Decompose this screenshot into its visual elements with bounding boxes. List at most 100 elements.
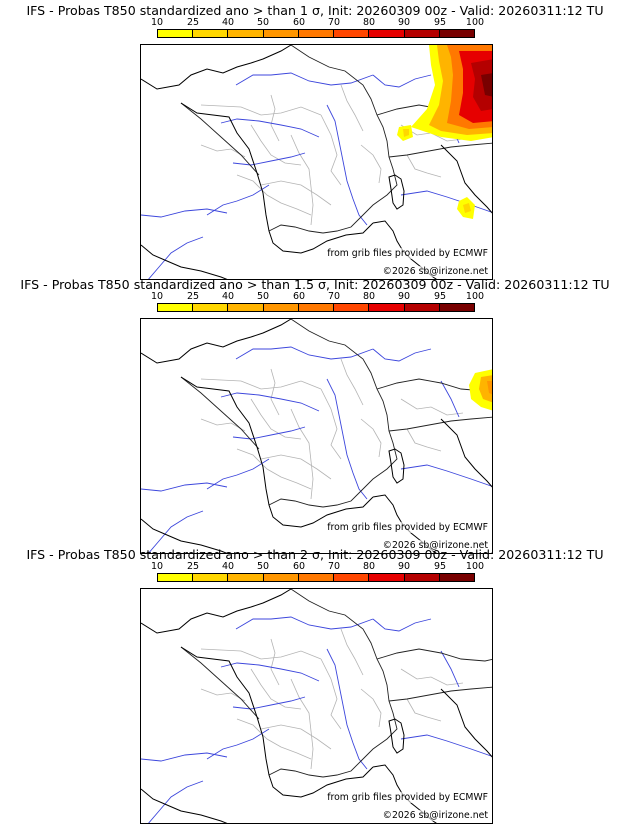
coastline [141,244,228,279]
colorbar-swatch [228,574,264,581]
colorbar-swatch [263,304,299,311]
copyright-credit: ©2026 sb@irizone.net [382,540,488,551]
coastline [180,646,374,798]
region-boundary [340,84,364,132]
river [148,780,204,823]
colorbar-tick: 80 [362,561,376,572]
region-boundary [290,678,314,770]
country-border [290,45,398,234]
region-boundary [236,448,312,490]
colorbar-swatch [158,574,194,581]
colorbar-tick: 80 [362,17,376,28]
region-boundary [200,688,246,702]
river [232,696,306,710]
country-border [290,319,398,508]
region-boundary [200,378,322,390]
colorbar-tick: 90 [397,291,411,302]
probability-area [481,73,492,97]
colorbar-swatch [298,304,335,311]
colorbar-labels: 10 25 40 50 60 70 80 90 95 100 [140,562,485,572]
colorbar-swatch [334,304,370,311]
river [220,118,320,138]
river [232,152,306,166]
colorbar-swatch [158,304,194,311]
colorbar-swatch [263,30,299,37]
region-boundary [270,94,280,142]
colorbar-tick: 40 [221,17,235,28]
colorbar-tick: 10 [150,291,164,302]
copyright-credit: ©2026 sb@irizone.net [382,810,488,821]
colorbar-tick: 70 [327,17,341,28]
region-boundary [360,144,382,184]
colorbar-tick: 25 [186,17,200,28]
country-border [388,686,492,702]
region-boundary [250,124,302,166]
region-boundary [320,114,342,186]
coastline [388,448,405,484]
region-boundary [200,648,322,660]
coastline [388,174,405,210]
country-border [388,142,492,158]
region-boundary [360,418,382,458]
probability-area [487,381,492,395]
colorbar-swatch [193,304,229,311]
colorbar-tick: 60 [292,561,306,572]
colorbar-swatch [298,30,335,37]
colorbar-swatch [439,574,474,581]
region-boundary [360,688,382,728]
region-boundary [200,144,246,158]
colorbar-swatch [404,304,440,311]
colorbar-swatch [369,304,405,311]
colorbar-tick: 95 [433,17,447,28]
panel-title: IFS - Probas T850 standardized ano > tha… [26,547,604,562]
colorbar-swatch [193,30,229,37]
colorbar-swatch [334,30,370,37]
coastline [141,45,292,90]
region-boundary [236,718,312,760]
colorbar-tick: 50 [256,561,270,572]
region-boundary [250,398,302,440]
region-boundary [340,358,364,406]
panel-title: IFS - Probas T850 standardized ano > tha… [26,3,604,18]
colorbar-tick: 50 [256,291,270,302]
colorbar-tick: 70 [327,291,341,302]
coastline [440,418,492,488]
river [220,392,320,412]
colorbar-tick: 40 [221,561,235,572]
source-credit: from grib files provided by ECMWF [327,792,488,803]
colorbar-labels: 10 25 40 50 60 70 80 90 95 100 [140,18,485,28]
river [372,618,432,632]
probability-map: from grib files provided by ECMWF ©2026 … [140,44,493,280]
country-border [376,648,492,662]
region-boundary [260,180,332,206]
region-boundary [290,408,314,500]
river [400,734,492,757]
country-border [180,646,260,720]
colorbar-swatch [439,304,474,311]
river [440,650,460,688]
river [326,104,368,226]
river [400,464,492,487]
colorbar-tick: 60 [292,291,306,302]
region-boundary [250,668,302,710]
region-boundary [236,174,312,216]
river [372,348,432,362]
region-boundary [320,388,342,460]
colorbar-tick: 95 [433,291,447,302]
river [400,190,492,213]
country-border [180,376,260,450]
colorbar-labels: 10 25 40 50 60 70 80 90 95 100 [140,292,485,302]
colorbar [157,573,475,582]
colorbar [157,303,475,312]
region-boundary [406,154,442,178]
probability-map: from grib files provided by ECMWF ©2026 … [140,318,493,554]
colorbar-swatch [158,30,194,37]
panel-title: IFS - Probas T850 standardized ano > tha… [20,277,610,292]
coastline [440,144,492,214]
map-canvas [141,45,492,279]
colorbar-swatch [193,574,229,581]
probability-area [471,59,492,111]
country-border [180,102,260,176]
colorbar-tick: 80 [362,291,376,302]
region-boundary [200,104,322,116]
